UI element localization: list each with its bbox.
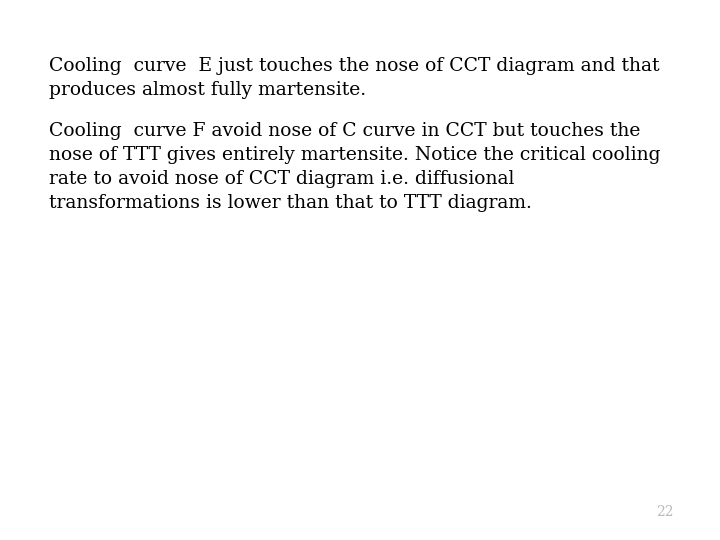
Text: Cooling  curve F avoid nose of C curve in CCT but touches the
nose of TTT gives : Cooling curve F avoid nose of C curve in… (49, 122, 660, 212)
Text: Cooling  curve  E just touches the nose of CCT diagram and that
produces almost : Cooling curve E just touches the nose of… (49, 57, 660, 99)
Text: 22: 22 (656, 505, 673, 519)
